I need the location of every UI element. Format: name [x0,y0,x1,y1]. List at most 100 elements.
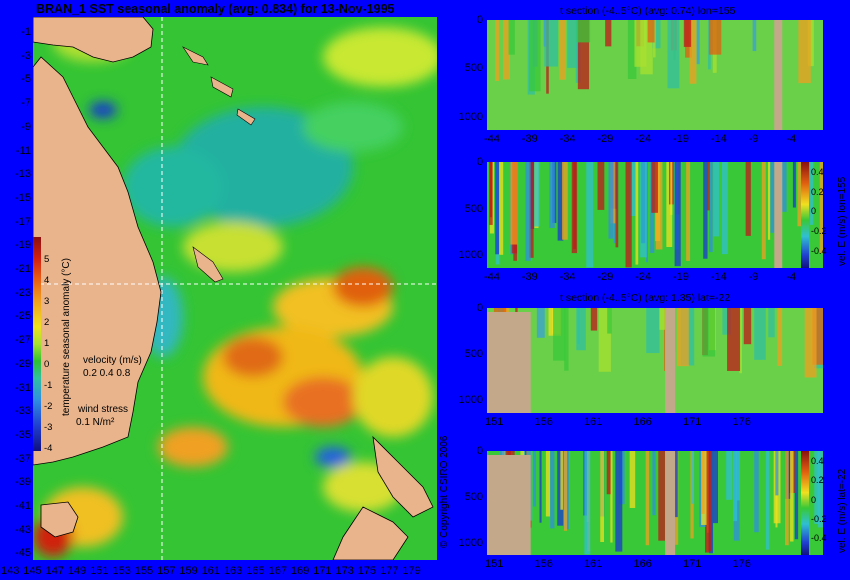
x-tick: 171 [683,558,702,570]
y-tick: 0 [476,156,483,168]
velocity-colorbar-tick: 0.2 [811,475,824,486]
map-colorbar-tick: 5 [44,254,50,265]
panel-title: t section (-4..5°C) (avg: 1.35) lat=-22 [560,292,731,304]
lat-tick: -9 [21,120,31,133]
x-tick: -24 [635,133,652,145]
x-tick: -29 [597,133,614,145]
lat-tick: -13 [15,168,31,181]
temperature-section-plot[interactable] [487,308,823,413]
velocity-section-plot[interactable] [487,451,823,555]
tasmania-landmass [40,501,79,538]
lon-tick: 173 [335,565,354,577]
lon-tick: 163 [224,565,243,577]
map-colorbar [33,237,41,451]
x-tick: -4 [786,271,797,283]
copyright-text: © Copyright CSIRO 2006 [439,435,450,548]
y-tick: 500 [464,348,483,361]
lat-tick: -35 [15,428,31,441]
x-tick: 161 [584,558,603,570]
map-colorbar-tick: 2 [44,317,50,328]
x-tick: -39 [521,271,538,283]
panel-title: t section (-4..5°C) (avg: 0.74) lon=155 [560,5,736,17]
velocity-colorbar-tick: -0.2 [811,513,827,524]
lat-tick: -39 [15,476,31,489]
x-tick: -19 [673,271,689,283]
velocity-colorbar-tick: -0.4 [811,533,827,544]
lat-tick: -11 [15,144,31,157]
lat-tick: -15 [15,191,31,204]
x-tick: 176 [732,558,751,570]
lon-tick: 175 [357,565,377,577]
temperature-section-plot[interactable] [487,20,823,130]
lat-tick: -19 [15,239,31,252]
new-caledonia-landmass [192,246,224,283]
x-tick: -4 [786,133,797,145]
lat-tick: -3 [21,49,31,62]
lat-tick: -5 [21,73,31,86]
velocity-legend-label: velocity (m/s) [83,355,142,366]
x-tick: 151 [485,416,504,428]
map-colorbar-tick: 0 [44,359,50,370]
x-tick: 156 [534,558,553,570]
velocity-colorbar-label: vel. E (m/s) lat=-22 [837,468,848,553]
lat-tick: -43 [15,523,31,536]
map-colorbar-tick: 4 [44,275,50,286]
x-tick: -44 [484,133,500,145]
lat-tick: -41 [15,500,31,512]
lat-tick: -17 [15,215,31,228]
lat-tick: -37 [15,452,31,465]
lon-tick: 169 [290,565,310,577]
velocity-colorbar-tick: 0 [811,494,817,505]
y-tick: 0 [476,302,483,314]
wind-legend-scale: 0.1 N/m² [76,417,115,428]
y-tick: 1000 [458,394,483,407]
new-zealand-south-island [332,506,409,560]
x-tick: 166 [633,416,652,428]
x-tick: -9 [748,133,759,145]
y-tick: 500 [464,202,483,215]
velocity-colorbar-tick: -0.2 [811,225,827,236]
lon-tick: 147 [45,565,64,577]
x-tick: 161 [584,416,603,428]
velocity-colorbar-tick: -0.4 [811,245,827,256]
lat-tick: -45 [15,547,31,560]
y-tick: 1000 [458,110,483,123]
lat-tick: -33 [15,405,31,418]
map-colorbar-tick: -1 [44,380,53,391]
sst-map[interactable] [33,17,437,560]
lon-tick: 149 [67,565,87,577]
lat-tick: -29 [15,357,31,370]
y-tick: 0 [476,445,483,457]
x-tick: 176 [732,416,751,428]
lon-tick: 167 [268,565,287,577]
velocity-colorbar [801,162,809,268]
x-tick: -29 [597,271,614,283]
velocity-colorbar-label: vel. E (m/s) lon=155 [837,176,848,266]
x-tick: 166 [633,558,652,570]
map-colorbar-tick: -4 [44,443,53,454]
wind-legend-label: wind stress [78,404,129,415]
lat-tick: -27 [15,334,31,347]
lon-tick: 161 [201,565,221,577]
x-tick: -19 [673,133,689,145]
velocity-colorbar-tick: 0 [811,206,817,217]
velocity-section-plot[interactable] [487,162,823,268]
lat-tick: -31 [15,381,31,394]
y-tick: 500 [464,62,483,75]
map-colorbar-tick: -3 [44,422,53,433]
lon-tick: 179 [402,565,421,577]
lon-tick: 171 [313,565,332,577]
y-tick: 1000 [458,249,483,262]
x-tick: -9 [748,271,759,283]
velocity-colorbar-tick: 0.4 [811,456,824,466]
x-tick: -24 [635,271,652,283]
velocity-legend-scale: 0.2 0.4 0.8 [83,368,131,379]
map-colorbar-tick: 1 [44,338,50,349]
map-title: BRAN_1 SST seasonal anomaly (avg: 0.834)… [36,2,395,16]
x-tick: -14 [710,133,727,145]
lat-tick: -23 [15,286,31,299]
lat-tick: -21 [15,263,31,275]
map-colorbar-tick: -2 [44,401,53,412]
lat-tick: -1 [21,26,31,38]
lat-tick: -7 [21,97,31,110]
